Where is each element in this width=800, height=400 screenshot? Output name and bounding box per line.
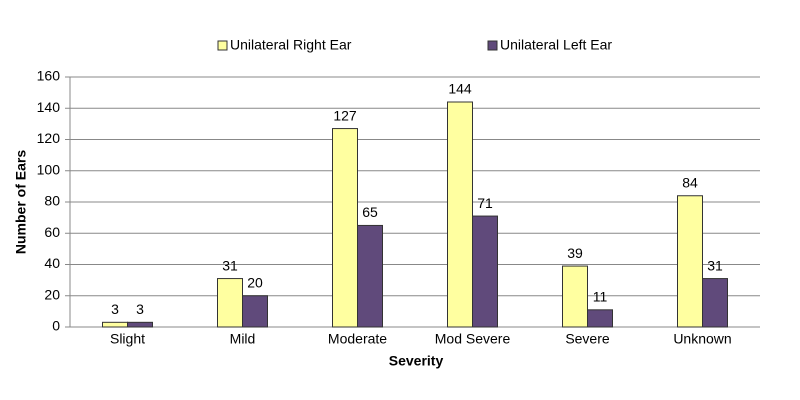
x-tick-label: Severe (565, 331, 610, 347)
x-tick-label: Mild (230, 331, 256, 347)
legend-swatch (217, 40, 228, 51)
y-tick-label: 0 (52, 318, 60, 334)
y-tick-label: 40 (44, 255, 60, 271)
data-label: 31 (222, 257, 238, 273)
data-label: 39 (567, 245, 583, 261)
bar (217, 278, 243, 328)
x-tick-label: Unknown (673, 331, 731, 347)
bar (702, 278, 728, 328)
legend-label: Unilateral Left Ear (500, 37, 612, 53)
y-tick-label: 80 (44, 193, 60, 209)
y-tick-label: 120 (37, 130, 61, 146)
data-label: 65 (362, 204, 378, 220)
bar (447, 101, 473, 328)
bar (587, 309, 613, 328)
x-axis-title: Severity (389, 353, 444, 369)
bar (562, 265, 588, 328)
x-tick-label: Slight (110, 331, 145, 347)
y-tick-label: 60 (44, 224, 60, 240)
x-tick-label: Mod Severe (435, 331, 511, 347)
x-tick-label: Moderate (328, 331, 387, 347)
bar (242, 295, 268, 328)
bar (677, 195, 703, 328)
y-tick-label: 100 (37, 161, 61, 177)
bar (102, 321, 128, 328)
bar (472, 215, 498, 328)
data-label: 144 (448, 81, 472, 97)
data-label: 127 (333, 107, 357, 123)
y-axis-title: Number of Ears (13, 150, 29, 254)
data-label: 20 (247, 274, 263, 290)
bar (357, 224, 383, 328)
data-label: 31 (707, 257, 723, 273)
data-label: 3 (136, 301, 144, 317)
legend-label: Unilateral Right Ear (230, 37, 352, 53)
bar (332, 128, 358, 328)
data-label: 3 (111, 301, 119, 317)
y-tick-label: 20 (44, 286, 60, 302)
y-tick-label: 160 (37, 68, 61, 84)
bar (127, 321, 153, 328)
data-label: 11 (593, 289, 608, 305)
data-label: 71 (477, 195, 493, 211)
data-label: 84 (682, 174, 698, 190)
y-tick-label: 140 (37, 99, 61, 115)
legend-swatch (487, 40, 498, 51)
